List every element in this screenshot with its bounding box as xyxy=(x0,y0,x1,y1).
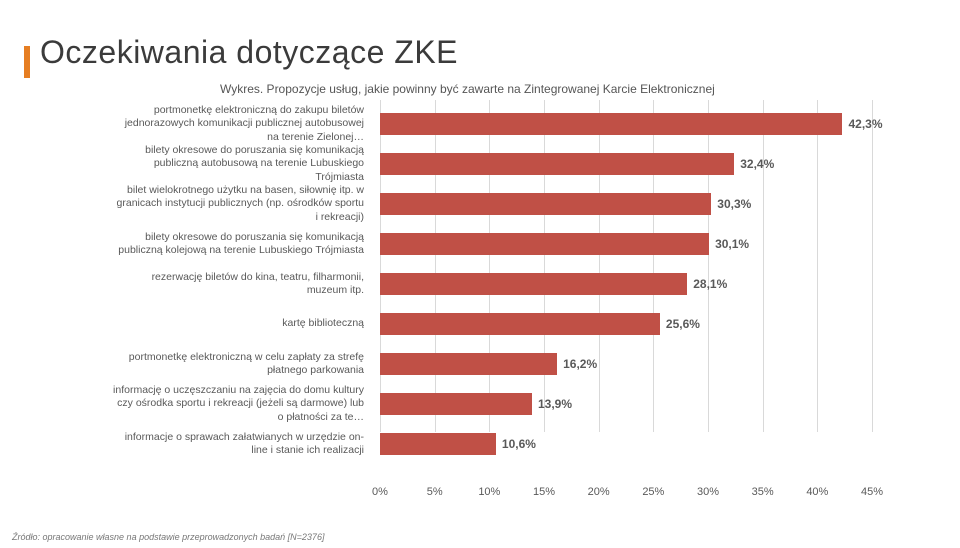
category-label: rezerwację biletów do kina, teatru, filh… xyxy=(112,264,372,304)
bar xyxy=(380,433,496,455)
x-tick: 25% xyxy=(642,486,664,498)
bar-value: 32,4% xyxy=(740,153,774,175)
slide-subtitle: Wykres. Propozycje usług, jakie powinny … xyxy=(220,82,715,96)
bar-value: 13,9% xyxy=(538,393,572,415)
x-tick: 45% xyxy=(861,486,883,498)
bar-row: informacje o sprawach załatwianych w urz… xyxy=(112,424,872,464)
bar-chart: portmonetkę elektroniczną do zakupu bile… xyxy=(112,100,872,508)
bar-value: 25,6% xyxy=(666,313,700,335)
category-label: portmonetkę elektroniczną do zakupu bile… xyxy=(112,104,372,144)
bar xyxy=(380,153,734,175)
bar-value: 30,1% xyxy=(715,233,749,255)
bar-row: kartę biblioteczną 25,6% xyxy=(112,304,872,344)
bar-row: bilety okresowe do poruszania się komuni… xyxy=(112,144,872,184)
bar xyxy=(380,233,709,255)
bar xyxy=(380,273,687,295)
slide-title: Oczekiwania dotyczące ZKE xyxy=(40,34,458,71)
bar-value: 28,1% xyxy=(693,273,727,295)
x-axis: 0%5%10%15%20%25%30%35%40%45% xyxy=(380,480,872,508)
bar-row: informację o uczęszczaniu na zajęcia do … xyxy=(112,384,872,424)
bar-value: 30,3% xyxy=(717,193,751,215)
x-tick: 35% xyxy=(752,486,774,498)
x-tick: 40% xyxy=(806,486,828,498)
category-label: bilety okresowe do poruszania się komuni… xyxy=(112,144,372,184)
bar-value: 10,6% xyxy=(502,433,536,455)
category-label: bilety okresowe do poruszania się komuni… xyxy=(112,224,372,264)
bar xyxy=(380,313,660,335)
x-tick: 10% xyxy=(478,486,500,498)
slide: Oczekiwania dotyczące ZKE Wykres. Propoz… xyxy=(0,0,960,548)
x-tick: 15% xyxy=(533,486,555,498)
bar-value: 42,3% xyxy=(848,113,882,135)
category-label: portmonetkę elektroniczną w celu zapłaty… xyxy=(112,344,372,384)
x-tick: 20% xyxy=(588,486,610,498)
bar-row: portmonetkę elektroniczną w celu zapłaty… xyxy=(112,344,872,384)
bar xyxy=(380,193,711,215)
category-label: informację o uczęszczaniu na zajęcia do … xyxy=(112,384,372,424)
category-label: bilet wielokrotnego użytku na basen, sił… xyxy=(112,184,372,224)
category-label: informacje o sprawach załatwianych w urz… xyxy=(112,424,372,464)
bar xyxy=(380,113,842,135)
gridline xyxy=(872,100,873,432)
x-tick: 5% xyxy=(427,486,443,498)
bar xyxy=(380,393,532,415)
bar-row: bilety okresowe do poruszania się komuni… xyxy=(112,224,872,264)
bar-value: 16,2% xyxy=(563,353,597,375)
category-label: kartę biblioteczną xyxy=(112,304,372,344)
x-tick: 0% xyxy=(372,486,388,498)
source-text: Źródło: opracowanie własne na podstawie … xyxy=(12,532,324,542)
bar-row: portmonetkę elektroniczną do zakupu bile… xyxy=(112,104,872,144)
title-accent xyxy=(24,46,30,78)
x-tick: 30% xyxy=(697,486,719,498)
bar xyxy=(380,353,557,375)
bar-row: bilet wielokrotnego użytku na basen, sił… xyxy=(112,184,872,224)
bar-row: rezerwację biletów do kina, teatru, filh… xyxy=(112,264,872,304)
